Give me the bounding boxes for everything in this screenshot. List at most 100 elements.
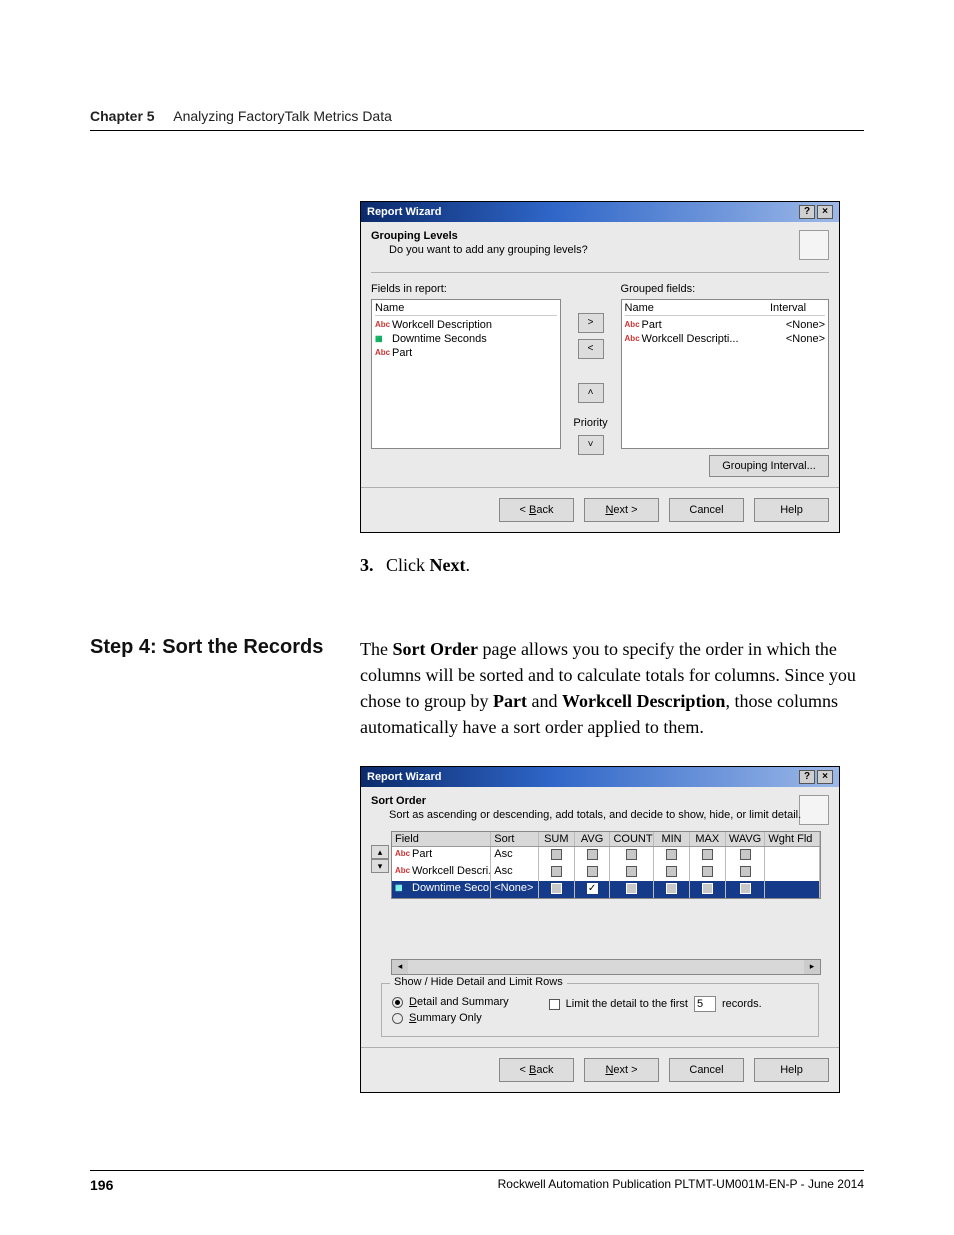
fields-listbox[interactable]: Name AbcWorkcell Description ▦Downtime S…: [371, 299, 561, 449]
row-reorder-buttons: ▴ ▾: [371, 845, 389, 873]
col-sort: Sort: [491, 832, 539, 846]
checkbox[interactable]: [702, 866, 713, 877]
move-up-button[interactable]: ▴: [371, 845, 389, 859]
grouped-listbox[interactable]: Name Interval AbcPart <None> AbcWorkcell…: [621, 299, 829, 449]
dialog-title: Report Wizard: [367, 206, 441, 218]
page-number: 196: [90, 1177, 113, 1193]
list-item[interactable]: ▦Downtime Seconds: [375, 332, 557, 346]
move-down-button[interactable]: ˅: [578, 435, 604, 455]
checkbox[interactable]: [666, 883, 677, 894]
list-item[interactable]: AbcPart <None>: [625, 318, 825, 332]
list-item[interactable]: AbcWorkcell Description: [375, 318, 557, 332]
table-row[interactable]: AbcWorkcell Descri.. Asc: [392, 864, 820, 881]
titlebar: Report Wizard ? ×: [361, 767, 839, 787]
checkbox[interactable]: [666, 849, 677, 860]
move-up-button[interactable]: ˄: [578, 383, 604, 403]
radio-summary-only[interactable]: Summary Only: [392, 1012, 509, 1024]
number-field-icon: ▦: [395, 883, 409, 893]
priority-label: Priority: [573, 417, 607, 429]
list-item[interactable]: AbcWorkcell Descripti... <None>: [625, 332, 825, 346]
checkbox[interactable]: [626, 849, 637, 860]
dialog-title: Report Wizard: [367, 771, 441, 783]
wizard-icon: [799, 230, 829, 260]
checkbox[interactable]: [702, 849, 713, 860]
checkbox[interactable]: [740, 849, 751, 860]
dialog-heading: Sort Order: [371, 795, 829, 807]
checkbox[interactable]: [626, 883, 637, 894]
show-hide-groupbox: Show / Hide Detail and Limit Rows Detail…: [381, 983, 819, 1037]
checkbox[interactable]: [740, 866, 751, 877]
help-icon[interactable]: ?: [799, 770, 815, 784]
grouping-interval-button[interactable]: Grouping Interval...: [709, 455, 829, 477]
transfer-buttons: > < ˄ Priority ˅: [571, 283, 611, 477]
move-down-button[interactable]: ▾: [371, 859, 389, 873]
cancel-button[interactable]: Cancel: [669, 498, 744, 522]
col-sum: SUM: [539, 832, 575, 846]
sort-table[interactable]: Field Sort SUM AVG COUNT MIN MAX WAVG Wg…: [391, 831, 821, 899]
chapter-title: Analyzing FactoryTalk Metrics Data: [173, 108, 392, 124]
horizontal-scrollbar[interactable]: ◂ ▸: [391, 959, 821, 975]
step-text: Click: [386, 555, 430, 575]
radio-detail-summary[interactable]: Detail and Summary: [392, 996, 509, 1008]
scroll-right-icon[interactable]: ▸: [804, 960, 820, 974]
section-heading: Step 4: Sort the Records: [90, 636, 330, 740]
checkbox[interactable]: [740, 883, 751, 894]
col-name: Name: [625, 302, 770, 314]
close-icon[interactable]: ×: [817, 205, 833, 219]
close-icon[interactable]: ×: [817, 770, 833, 784]
checkbox[interactable]: [666, 866, 677, 877]
limit-checkbox[interactable]: [549, 999, 560, 1010]
sort-table-header: Field Sort SUM AVG COUNT MIN MAX WAVG Wg…: [392, 832, 820, 847]
step-instruction: 3. Click Next.: [360, 555, 864, 576]
section-body: The Sort Order page allows you to specif…: [360, 636, 864, 740]
next-button[interactable]: Next >: [584, 498, 659, 522]
add-button[interactable]: >: [578, 313, 604, 333]
grouped-label: Grouped fields:: [621, 283, 829, 295]
list-item[interactable]: AbcPart: [375, 346, 557, 360]
col-interval: Interval: [770, 302, 825, 314]
checkbox[interactable]: [626, 866, 637, 877]
titlebar: Report Wizard ? ×: [361, 202, 839, 222]
scroll-left-icon[interactable]: ◂: [392, 960, 408, 974]
col-avg: AVG: [575, 832, 611, 846]
cancel-button[interactable]: Cancel: [669, 1058, 744, 1082]
col-field: Field: [392, 832, 491, 846]
dialog-heading: Grouping Levels: [371, 230, 829, 242]
back-button[interactable]: < Back: [499, 1058, 574, 1082]
checkbox-checked[interactable]: [587, 883, 598, 894]
grouping-levels-dialog: Report Wizard ? × Grouping Levels Do you…: [360, 201, 840, 533]
checkbox[interactable]: [551, 849, 562, 860]
checkbox[interactable]: [587, 849, 598, 860]
help-icon[interactable]: ?: [799, 205, 815, 219]
checkbox[interactable]: [702, 883, 713, 894]
col-name: Name: [375, 302, 404, 314]
grouped-list-header: Name Interval: [625, 302, 825, 316]
checkbox[interactable]: [551, 866, 562, 877]
limit-label: Limit the detail to the first: [566, 998, 688, 1010]
dialog-buttons: < Back Next > Cancel Help: [361, 487, 839, 532]
next-button[interactable]: Next >: [584, 1058, 659, 1082]
col-wght: Wght Fld: [765, 832, 820, 846]
checkbox[interactable]: [587, 866, 598, 877]
help-button[interactable]: Help: [754, 1058, 829, 1082]
table-row-selected[interactable]: ▦Downtime Seco.. <None>: [392, 881, 820, 898]
dialog-subtext: Do you want to add any grouping levels?: [389, 244, 829, 256]
checkbox[interactable]: [551, 883, 562, 894]
fields-list-header: Name: [375, 302, 557, 316]
titlebar-buttons: ? ×: [799, 205, 833, 219]
remove-button[interactable]: <: [578, 339, 604, 359]
text-field-icon: Abc: [395, 866, 409, 876]
text-field-icon: Abc: [375, 320, 389, 330]
limit-suffix: records.: [722, 998, 762, 1010]
table-row[interactable]: AbcPart Asc: [392, 847, 820, 864]
col-min: MIN: [654, 832, 690, 846]
text-field-icon: Abc: [625, 334, 639, 344]
limit-input[interactable]: 5: [694, 996, 716, 1012]
chapter-header: Chapter 5 Analyzing FactoryTalk Metrics …: [90, 108, 864, 131]
dialog-body: Sort Order Sort as ascending or descendi…: [361, 787, 839, 1047]
help-button[interactable]: Help: [754, 498, 829, 522]
step-text-bold: Next: [430, 555, 466, 575]
dialog-buttons: < Back Next > Cancel Help: [361, 1047, 839, 1092]
back-button[interactable]: < Back: [499, 498, 574, 522]
radio-icon: [392, 1013, 403, 1024]
